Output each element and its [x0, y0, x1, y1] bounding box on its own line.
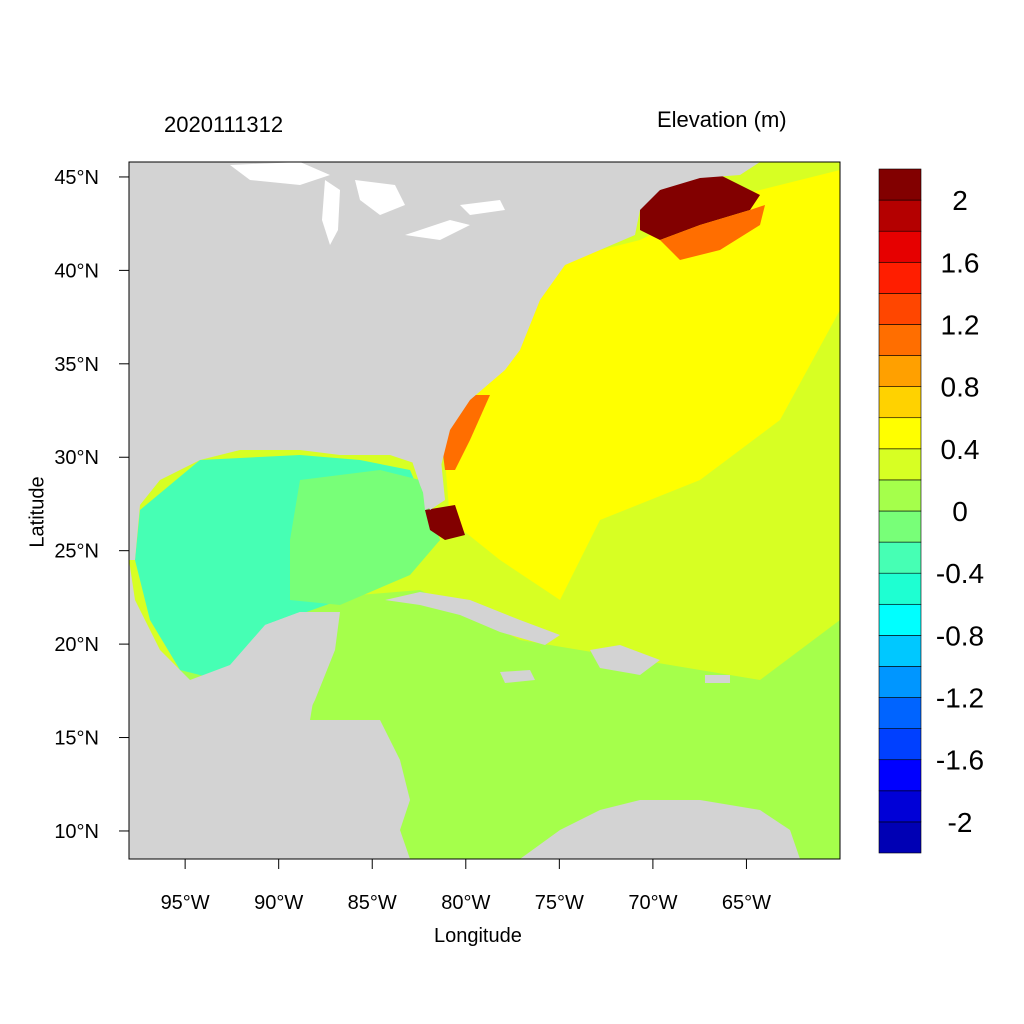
colorbar-label: 0 [952, 496, 968, 527]
y-tick-label: 20°N [54, 634, 99, 656]
colorbar: 2 1.6 1.2 0.8 0.4 0 -0.4 -0.8 -1.2 -1.6 -2 [878, 168, 984, 854]
x-tick-label: 75°W [535, 892, 584, 914]
colorbar-swatch [878, 293, 922, 325]
colorbar-swatch [878, 168, 922, 201]
surge-new-england [640, 175, 760, 240]
lake-superior [230, 162, 330, 185]
colorbar-swatch [878, 790, 922, 823]
colorbar-label: 0.8 [941, 372, 980, 403]
colorbar-swatch [878, 386, 922, 419]
colorbar-label: -0.4 [936, 558, 984, 589]
x-tick-label: 95°W [161, 892, 210, 914]
x-axis-title: Longitude [434, 925, 522, 947]
land-cuba [385, 592, 560, 645]
land-florida [410, 450, 445, 510]
colorbar-label: 1.6 [941, 247, 980, 278]
x-tick-label: 85°W [348, 892, 397, 914]
colorbar-swatch [878, 199, 922, 232]
x-tick-label: 80°W [441, 892, 490, 914]
plot-frame [128, 161, 841, 860]
colorbar-swatch [878, 261, 922, 294]
colorbar-label: -2 [948, 807, 973, 838]
colorbar-swatch [878, 324, 922, 356]
colorbar-swatch [878, 541, 922, 574]
land-north-america [129, 162, 760, 560]
y-tick-label: 35°N [54, 354, 99, 376]
x-axis-ticks: 95°W 90°W 85°W 80°W 75°W 70°W 65°W [161, 859, 771, 914]
lake-michigan [322, 180, 340, 245]
land-south-america [520, 800, 800, 859]
land-puerto-rico [705, 675, 730, 683]
colorbar-swatch [878, 448, 922, 481]
y-tick-label: 15°N [54, 728, 99, 750]
colorbar-swatch [878, 603, 922, 636]
colorbar-label: 1.2 [941, 309, 980, 340]
land-jamaica [500, 670, 535, 683]
forecast-time-label: 2020111312 [164, 112, 284, 137]
lake-ontario [460, 200, 505, 215]
colorbar-label: 2 [952, 185, 968, 216]
colorbar-swatch [878, 479, 922, 512]
colorbar-swatch [878, 572, 922, 605]
colorbar-label: 0.4 [941, 434, 980, 465]
colorbar-swatch [878, 728, 922, 761]
surge-southeast-coast [440, 395, 490, 470]
y-tick-label: 45°N [54, 167, 99, 189]
map-layers [129, 162, 840, 859]
colorbar-label: -1.2 [936, 683, 984, 714]
x-tick-label: 70°W [628, 892, 677, 914]
land-hispaniola [590, 645, 660, 675]
eastern-gulf-region [290, 470, 440, 605]
colorbar-swatch [878, 635, 922, 667]
colorbar-label: -1.6 [936, 745, 984, 776]
colorbar-swatch [878, 230, 922, 263]
colorbar-swatch [878, 759, 922, 792]
lake-huron [355, 180, 405, 215]
surge-new-england-mid [660, 205, 765, 260]
y-tick-label: 25°N [54, 541, 99, 563]
lake-erie [405, 220, 470, 240]
land-mexico [129, 560, 410, 859]
colorbar-swatch [878, 666, 922, 698]
y-tick-label: 40°N [54, 260, 99, 282]
y-tick-label: 10°N [54, 821, 99, 843]
colorbar-swatch [878, 355, 922, 387]
land-yucatan [265, 612, 340, 720]
colorbar-swatch [878, 417, 922, 450]
y-axis-ticks: 45°N 40°N 35°N 30°N 25°N 20°N 15°N 10°N [54, 167, 129, 843]
y-tick-label: 30°N [54, 447, 99, 469]
colorbar-swatch [878, 821, 922, 854]
atlantic-region [440, 170, 840, 600]
variable-title: Elevation (m) [657, 107, 787, 132]
x-tick-label: 90°W [254, 892, 303, 914]
x-tick-label: 65°W [722, 892, 771, 914]
colorbar-swatch [878, 510, 922, 543]
colorbar-swatch [878, 697, 922, 729]
colorbar-label: -0.8 [936, 620, 984, 651]
surge-south-florida [425, 505, 465, 540]
